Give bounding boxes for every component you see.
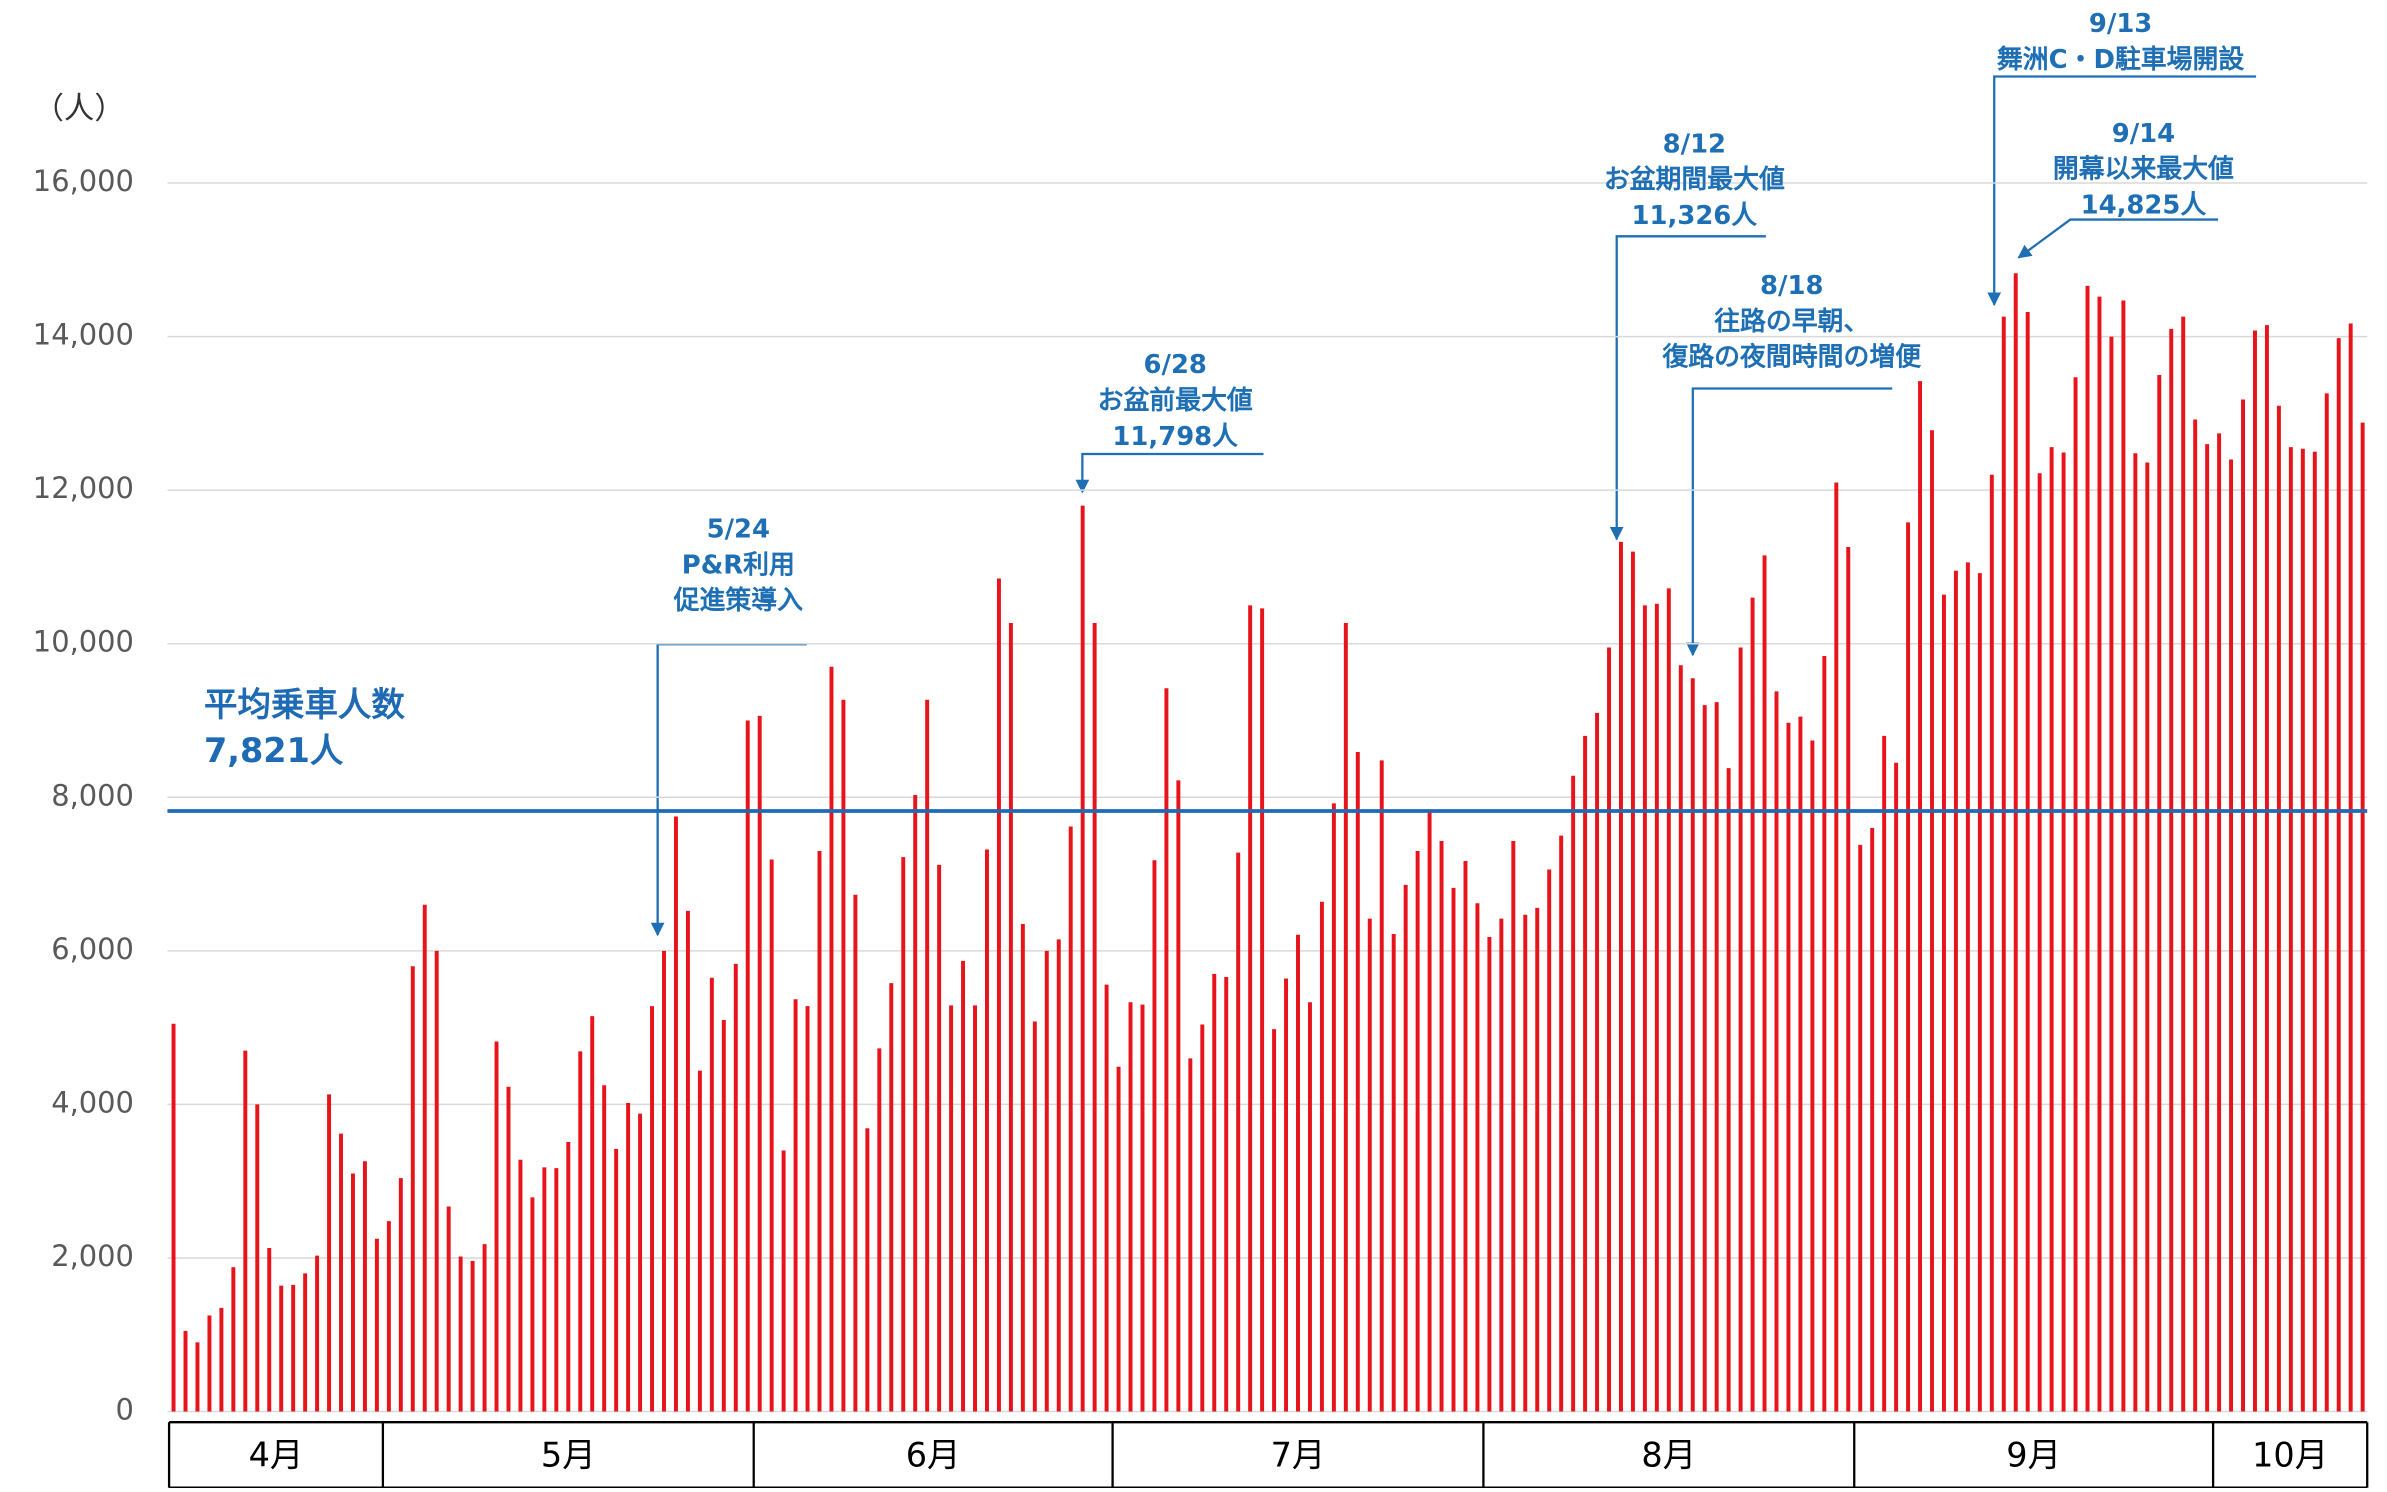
- y-tick-label: 2,000: [51, 1239, 134, 1273]
- y-tick-label: 0: [116, 1393, 134, 1427]
- annotation-text: 往路の早朝、: [1714, 306, 1869, 337]
- x-tick-label: 10月: [2252, 1436, 2328, 1475]
- y-tick-label: 16,000: [33, 164, 134, 198]
- x-tick-label: 6月: [906, 1436, 961, 1475]
- x-tick-label: 8月: [1641, 1436, 1696, 1475]
- annotation-text: 促進策導入: [673, 585, 803, 616]
- annotation-text: 9/13: [2089, 9, 2152, 39]
- x-tick-label: 5月: [541, 1436, 596, 1475]
- annotation-text: P&R利用: [682, 550, 795, 580]
- annotation-text: 開幕以来最大値: [2053, 155, 2234, 185]
- average-value: 7,821人: [204, 731, 344, 770]
- annotation-text: 8/12: [1663, 129, 1726, 159]
- x-tick-label: 7月: [1271, 1436, 1326, 1475]
- annotation-text: お盆前最大値: [1098, 385, 1253, 416]
- annotation-text: 5/24: [707, 515, 770, 545]
- annotation-lines: [650, 75, 2257, 937]
- annotation-text: 14,825人: [2081, 190, 2207, 220]
- annotation-text: 復路の夜間時間の増便: [1661, 342, 1922, 373]
- y-tick-label: 6,000: [51, 932, 134, 966]
- average-label: 平均乗車人数: [204, 685, 405, 724]
- annotation-text: 11,326人: [1632, 201, 1758, 231]
- annotation-text: 11,798人: [1112, 422, 1238, 452]
- x-tick-label: 9月: [2006, 1436, 2061, 1475]
- y-tick-label: 12,000: [33, 471, 134, 505]
- annotation-text: 8/18: [1760, 271, 1823, 301]
- annotation-text: お盆期間最大値: [1604, 164, 1785, 195]
- annotation-text: 舞洲C・D駐車場開設: [1997, 44, 2244, 75]
- y-tick-label: 8,000: [51, 778, 134, 812]
- x-tick-label: 4月: [249, 1436, 304, 1475]
- y-tick-label: 4,000: [51, 1085, 134, 1119]
- y-axis-label: （人）: [34, 91, 125, 126]
- annotation-text: 9/14: [2112, 119, 2175, 149]
- y-tick-label: 10,000: [33, 625, 134, 659]
- y-tick-label: 14,000: [33, 318, 134, 352]
- annotation-text: 6/28: [1144, 350, 1207, 380]
